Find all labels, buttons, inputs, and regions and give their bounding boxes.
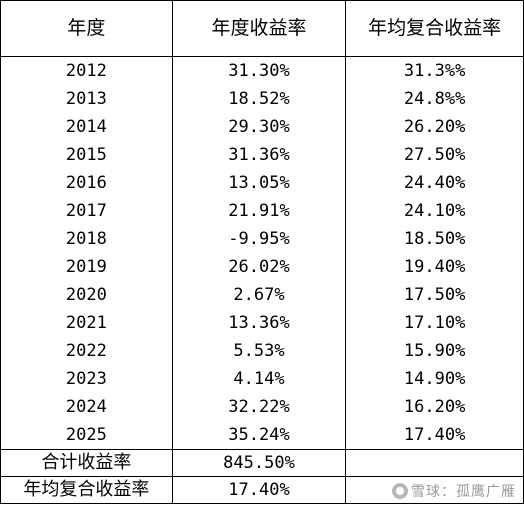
table-row: 2025 35.24% 17.40% (0, 421, 524, 450)
summary-row: 合计收益率 845.50% (0, 449, 524, 477)
annual-return-cell: 31.36% (171, 141, 347, 169)
year-cell: 2019 (0, 253, 173, 281)
header-year: 年度 (0, 0, 173, 57)
year-cell: 2017 (0, 197, 173, 225)
annual-return-cell: -9.95% (171, 225, 347, 253)
watermark-text: 雪球：孤鹰广雁 (411, 484, 516, 500)
annual-return-cell: 21.91% (171, 197, 347, 225)
table-row: 2020 2.67% 17.50% (0, 281, 524, 309)
annual-return-cell: 4.14% (171, 365, 347, 393)
header-row: 年度 年度收益率 年均复合收益率 (0, 0, 524, 57)
table-row: 2018 -9.95% 18.50% (0, 225, 524, 253)
table-row: 2013 18.52% 24.8%% (0, 85, 524, 113)
summary-empty-cell (345, 476, 524, 504)
summary-row: 年均复合收益率 17.40% (0, 476, 524, 504)
header-cagr: 年均复合收益率 (345, 0, 524, 57)
annual-return-cell: 26.02% (171, 253, 347, 281)
table-row: 2022 5.53% 15.90% (0, 337, 524, 365)
cagr-cell: 27.50% (345, 141, 524, 169)
summary-label: 合计收益率 (0, 449, 173, 477)
snowball-logo-icon (392, 483, 408, 499)
year-cell: 2020 (0, 281, 173, 309)
header-annual-return: 年度收益率 (171, 0, 347, 57)
table-row: 2014 29.30% 26.20% (0, 113, 524, 141)
annual-return-cell: 29.30% (171, 113, 347, 141)
year-cell: 2025 (0, 421, 173, 450)
cagr-cell: 17.40% (345, 421, 524, 450)
annual-return-cell: 2.67% (171, 281, 347, 309)
cagr-cell: 15.90% (345, 337, 524, 365)
annual-return-cell: 31.30% (171, 56, 347, 85)
year-cell: 2018 (0, 225, 173, 253)
annual-return-cell: 32.22% (171, 393, 347, 421)
summary-empty-cell (345, 449, 524, 477)
summary-value: 17.40% (171, 476, 347, 504)
cagr-cell: 31.3%% (345, 56, 524, 85)
watermark: 雪球：孤鹰广雁 (392, 481, 516, 501)
cagr-cell: 26.20% (345, 113, 524, 141)
table-row: 2017 21.91% 24.10% (0, 197, 524, 225)
year-cell: 2023 (0, 365, 173, 393)
summary-value: 845.50% (171, 449, 347, 477)
table-row: 2019 26.02% 19.40% (0, 253, 524, 281)
year-cell: 2021 (0, 309, 173, 337)
cagr-cell: 19.40% (345, 253, 524, 281)
cagr-cell: 17.50% (345, 281, 524, 309)
annual-return-cell: 13.36% (171, 309, 347, 337)
table-row: 2021 13.36% 17.10% (0, 309, 524, 337)
year-cell: 2024 (0, 393, 173, 421)
summary-label: 年均复合收益率 (0, 476, 173, 504)
annual-return-cell: 35.24% (171, 421, 347, 450)
cagr-cell: 24.10% (345, 197, 524, 225)
table-row: 2023 4.14% 14.90% (0, 365, 524, 393)
year-cell: 2022 (0, 337, 173, 365)
cagr-cell: 24.40% (345, 169, 524, 197)
year-cell: 2016 (0, 169, 173, 197)
year-cell: 2014 (0, 113, 173, 141)
cagr-cell: 14.90% (345, 365, 524, 393)
cagr-cell: 18.50% (345, 225, 524, 253)
cagr-cell: 17.10% (345, 309, 524, 337)
annual-return-cell: 5.53% (171, 337, 347, 365)
table-row: 2024 32.22% 16.20% (0, 393, 524, 421)
year-cell: 2012 (0, 56, 173, 85)
table-row: 2012 31.30% 31.3%% (0, 56, 524, 85)
cagr-cell: 24.8%% (345, 85, 524, 113)
table-row: 2016 13.05% 24.40% (0, 169, 524, 197)
annual-return-cell: 13.05% (171, 169, 347, 197)
annual-return-cell: 18.52% (171, 85, 347, 113)
table-row: 2015 31.36% 27.50% (0, 141, 524, 169)
year-cell: 2013 (0, 85, 173, 113)
cagr-cell: 16.20% (345, 393, 524, 421)
year-cell: 2015 (0, 141, 173, 169)
